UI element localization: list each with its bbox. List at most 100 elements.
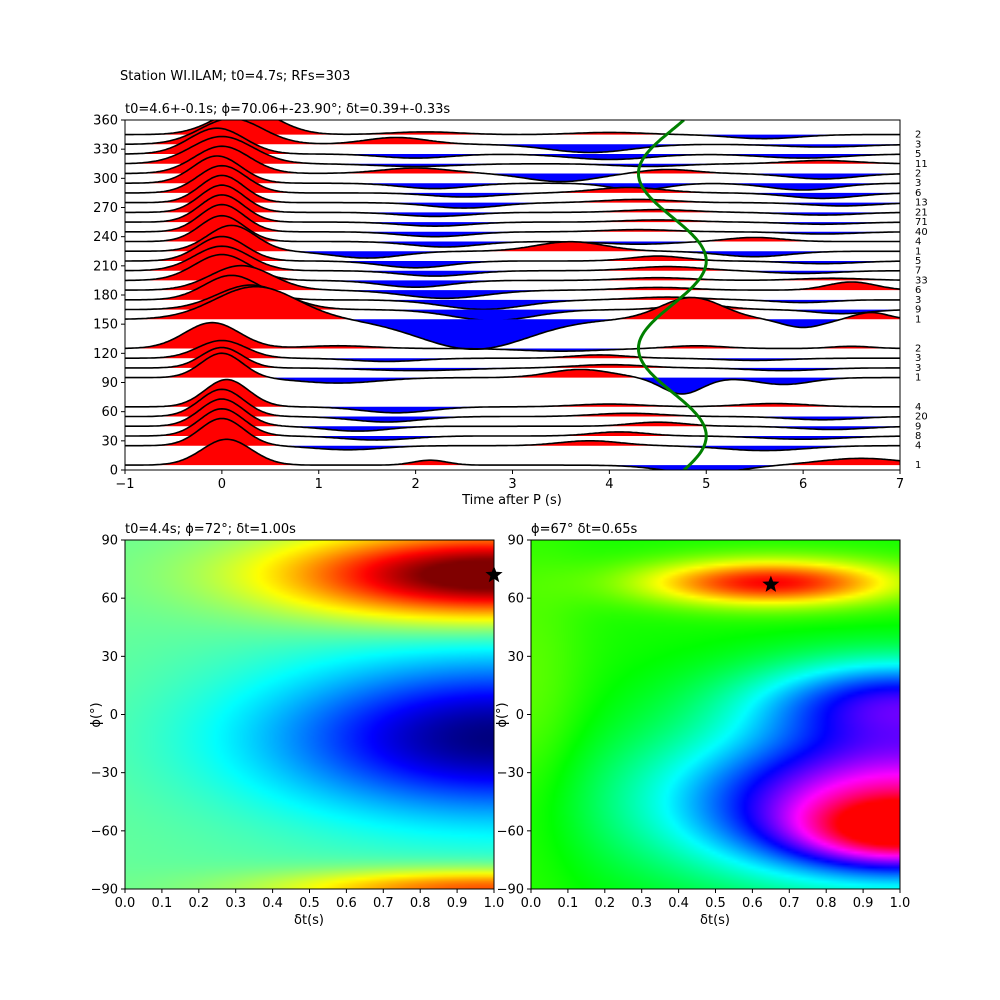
rf-trace-155 <box>125 285 900 350</box>
trace-count-label: 40 <box>915 227 928 238</box>
x-tick-label: 5 <box>702 477 710 492</box>
trace-count-label: 3 <box>915 139 921 150</box>
rf-trace-negative-fill <box>125 309 900 321</box>
rf-trace-5 <box>125 438 900 470</box>
rf-trace-line <box>125 407 900 441</box>
rf-trace-line <box>125 398 900 432</box>
rf-trace-negative-fill <box>125 299 900 310</box>
trace-count-label: 2 <box>915 168 921 179</box>
x-tick-label: 0.6 <box>742 896 763 911</box>
trace-count-label: 20 <box>915 412 928 423</box>
x-tick-label: 0.5 <box>705 896 726 911</box>
trace-count-label: 2 <box>915 130 921 141</box>
x-tick-label: 0 <box>218 477 226 492</box>
x-tick-label: 0.1 <box>558 896 579 911</box>
x-tick-label: 7 <box>896 477 904 492</box>
x-tick-label: 0.7 <box>779 896 800 911</box>
x-tick-label: 0.8 <box>816 896 837 911</box>
rf-trace-175 <box>125 274 900 311</box>
rf-trace-line <box>125 164 900 200</box>
x-tick-label: 0.9 <box>853 896 874 911</box>
rf-trace-line <box>125 321 900 352</box>
y-tick-label: −30 <box>91 766 118 781</box>
rf-trace-negative-fill <box>125 231 900 237</box>
y-tick-label: 90 <box>101 534 118 549</box>
trace-count-label: 9 <box>915 421 921 432</box>
rf-trace-negative-fill <box>125 319 900 350</box>
y-tick-label: 30 <box>507 650 524 665</box>
rf-trace-positive-fill <box>125 275 900 300</box>
rf-trace-line <box>125 352 900 395</box>
x-tick-label: 0.2 <box>188 896 209 911</box>
x-tick-label: 0.8 <box>410 896 431 911</box>
trace-count-label: 33 <box>915 275 928 286</box>
rf-trace-negative-fill <box>125 183 900 190</box>
trace-count-label: 1 <box>915 246 921 257</box>
rf-trace-line <box>125 264 900 300</box>
rf-trace-line <box>125 346 900 372</box>
y-tick-label: 0 <box>110 464 118 479</box>
x-tick-label: 0.9 <box>447 896 468 911</box>
y-tick-label: 60 <box>101 592 118 607</box>
rf-trace-negative-fill <box>125 377 900 394</box>
rf-trace-line <box>125 339 900 363</box>
rf-panel-title: t0=4.6+-0.1s; ϕ=70.06+-23.90°; δt=0.39+-… <box>125 102 450 117</box>
rf-trace-line <box>125 194 900 227</box>
rf-trace-line <box>125 214 900 248</box>
trace-count-label: 13 <box>915 198 928 209</box>
energy-map-left-title: t0=4.4s; ϕ=72°; δt=1.00s <box>125 522 296 537</box>
rf-trace-line <box>125 120 900 154</box>
x-tick-label: 1.0 <box>890 896 911 911</box>
rf-trace-line <box>125 438 900 470</box>
rf-trace-line <box>125 203 900 238</box>
y-tick-label: 300 <box>93 172 118 187</box>
rf-trace-line <box>125 120 900 140</box>
energy-map-right-image <box>531 540 900 889</box>
rf-trace-line <box>125 417 900 452</box>
rf-trace-line <box>125 285 900 350</box>
trace-count-label: 4 <box>915 237 921 248</box>
energy-map-left-ylabel: ϕ(°) <box>89 702 104 727</box>
rf-trace-positive-fill <box>125 254 900 281</box>
trace-count-label: 4 <box>915 402 921 413</box>
energy-map-left-ticks: 0.0 0.1 0.2 0.3 0.4 0.5 0.6 0.7 0.8 0.9 1.0 −90 −60 −… <box>91 534 505 912</box>
y-tick-label: 0 <box>516 708 524 723</box>
rf-trace-line <box>125 135 900 168</box>
y-tick-label: 60 <box>101 405 118 420</box>
rf-trace-negative-fill <box>125 212 900 217</box>
y-tick-label: 240 <box>93 230 118 245</box>
y-tick-label: 150 <box>93 318 118 333</box>
rf-trace-negative-fill <box>125 416 900 422</box>
x-tick-label: 0.0 <box>521 896 542 911</box>
x-tick-label: 2 <box>411 477 419 492</box>
x-tick-label: 0.5 <box>299 896 320 911</box>
trace-count-label: 5 <box>915 256 921 267</box>
x-tick-label: 0.0 <box>115 896 136 911</box>
y-tick-label: −60 <box>91 824 118 839</box>
y-tick-label: 270 <box>93 201 118 216</box>
rf-trace-negative-fill <box>125 435 900 441</box>
y-tick-label: 30 <box>101 434 118 449</box>
trace-count-label: 5 <box>915 149 921 160</box>
trace-count-label: 1 <box>915 460 921 471</box>
rf-trace-line <box>125 127 900 161</box>
x-tick-label: 6 <box>799 477 807 492</box>
rf-trace-negative-fill <box>125 465 900 470</box>
rf-trace-positive-fill <box>125 418 900 446</box>
best-fit-star-right <box>762 575 780 592</box>
x-tick-label: 0.1 <box>152 896 173 911</box>
rf-trace-line <box>125 235 900 269</box>
t0-curve <box>637 120 708 470</box>
y-tick-label: 120 <box>93 347 118 362</box>
rf-trace-negative-fill <box>125 222 900 227</box>
y-tick-label: 90 <box>507 534 524 549</box>
rf-trace-positive-fill <box>125 353 900 378</box>
rf-panel-xlabel: Time after P (s) <box>461 493 562 508</box>
rf-trace-line <box>125 145 900 183</box>
rf-trace-positive-fill <box>125 286 900 320</box>
rf-trace-line <box>125 274 900 311</box>
energy-map-right: ϕ=67° δt=0.65s 0.0 0.1 0.2 0.3 0.4 0.5 0.6 0.7 0… <box>495 522 910 928</box>
y-tick-label: −90 <box>91 883 118 898</box>
rf-trace-negative-fill <box>125 173 900 182</box>
energy-map-right-ticks: 0.0 0.1 0.2 0.3 0.4 0.5 0.6 0.7 0.8 0.9 1.0 −90 −60 −… <box>497 534 911 912</box>
